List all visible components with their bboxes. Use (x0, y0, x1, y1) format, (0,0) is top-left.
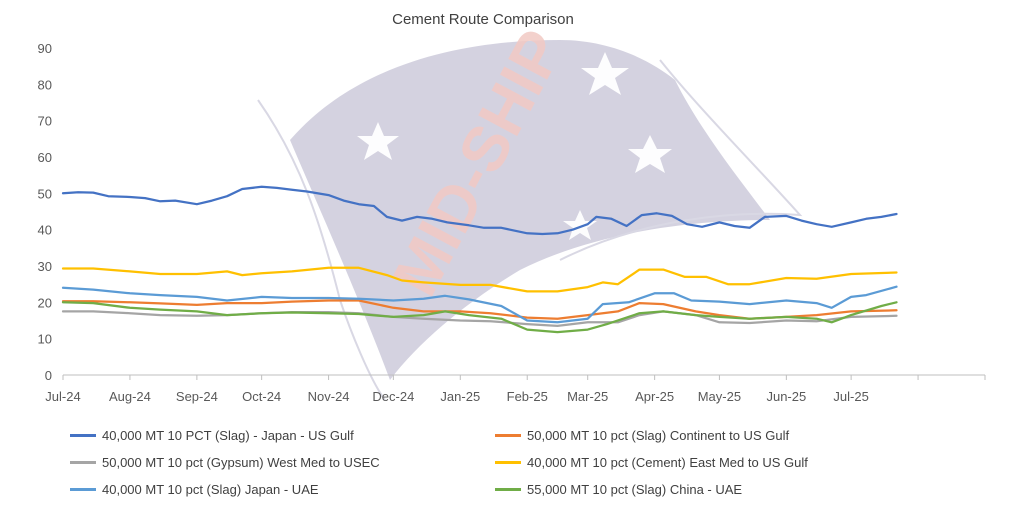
legend-swatch (495, 434, 521, 437)
y-tick-label: 60 (38, 150, 52, 165)
chart-title: Cement Route Comparison (392, 11, 574, 28)
x-tick-label: Nov-24 (308, 389, 350, 404)
y-tick-label: 0 (45, 368, 52, 383)
series-line-5 (61, 285, 898, 324)
legend-label: 55,000 MT 10 pct (Slag) China - UAE (527, 482, 743, 497)
series-line-3 (61, 310, 898, 328)
legend-label: 50,000 MT 10 pct (Gypsum) West Med to US… (102, 455, 380, 470)
x-tick-label: Sep-24 (176, 389, 218, 404)
x-tick-label: Apr-25 (635, 389, 674, 404)
y-tick-label: 20 (38, 295, 52, 310)
legend-swatch (70, 461, 96, 464)
x-tick-label: Mar-25 (567, 389, 608, 404)
y-tick-label: 70 (38, 114, 52, 129)
series-line-6 (61, 301, 898, 334)
watermark-flag-edge (559, 59, 803, 261)
x-axis: Jul-24 Aug-24 Sep-24 Oct-24 Nov-24 Dec-24 Jan-… (45, 374, 986, 404)
series-line-4 (61, 266, 898, 293)
x-tick-label: Oct-24 (242, 389, 281, 404)
watermark-flag (290, 40, 770, 380)
legend-label: 50,000 MT 10 pct (Slag) Continent to US … (527, 428, 790, 443)
legend-item: 40,000 MT 10 pct (Cement) East Med to US… (495, 455, 808, 470)
y-tick-label: 80 (38, 77, 52, 92)
x-tick-label: Jul-25 (833, 389, 868, 404)
x-tick-label: Jul-24 (45, 389, 80, 404)
chart-legend: 40,000 MT 10 PCT (Slag) - Japan - US Gul… (0, 420, 1024, 517)
watermark-logo: MID-SHIP (257, 18, 803, 401)
legend-item: 40,000 MT 10 pct (Slag) Japan - UAE (70, 482, 319, 497)
legend-swatch (70, 434, 96, 437)
y-tick-label: 50 (38, 186, 52, 201)
x-tick-label: Aug-24 (109, 389, 151, 404)
legend-label: 40,000 MT 10 pct (Slag) Japan - UAE (102, 482, 319, 497)
y-tick-label: 10 (38, 332, 52, 347)
y-tick-label: 40 (38, 223, 52, 238)
y-tick-label: 30 (38, 259, 52, 274)
y-tick-label: 90 (38, 41, 52, 56)
legend-swatch (70, 488, 96, 491)
legend-item: 50,000 MT 10 pct (Gypsum) West Med to US… (70, 455, 380, 470)
series-line-1 (61, 185, 898, 236)
x-tick-label: Feb-25 (507, 389, 548, 404)
watermark-flag-outline (257, 99, 386, 401)
legend-swatch (495, 461, 521, 464)
x-tick-label: Dec-24 (372, 389, 414, 404)
legend-label: 40,000 MT 10 PCT (Slag) - Japan - US Gul… (102, 428, 354, 443)
legend-swatch (495, 488, 521, 491)
legend-item: 50,000 MT 10 pct (Slag) Continent to US … (495, 428, 789, 443)
x-tick-label: May-25 (698, 389, 741, 404)
cement-route-chart: MID-SHIP Cement Route Comparison 0 10 20 30… (38, 11, 986, 404)
x-tick-label: Jun-25 (766, 389, 806, 404)
x-tick-label: Jan-25 (440, 389, 480, 404)
y-axis: 0 10 20 30 40 50 60 70 80 90 (38, 41, 52, 383)
legend-label: 40,000 MT 10 pct (Cement) East Med to US… (527, 455, 808, 470)
legend-item: 40,000 MT 10 PCT (Slag) - Japan - US Gul… (70, 428, 354, 443)
legend-item: 55,000 MT 10 pct (Slag) China - UAE (495, 482, 742, 497)
series-layer (61, 185, 898, 334)
watermark-star-icon (357, 52, 672, 240)
